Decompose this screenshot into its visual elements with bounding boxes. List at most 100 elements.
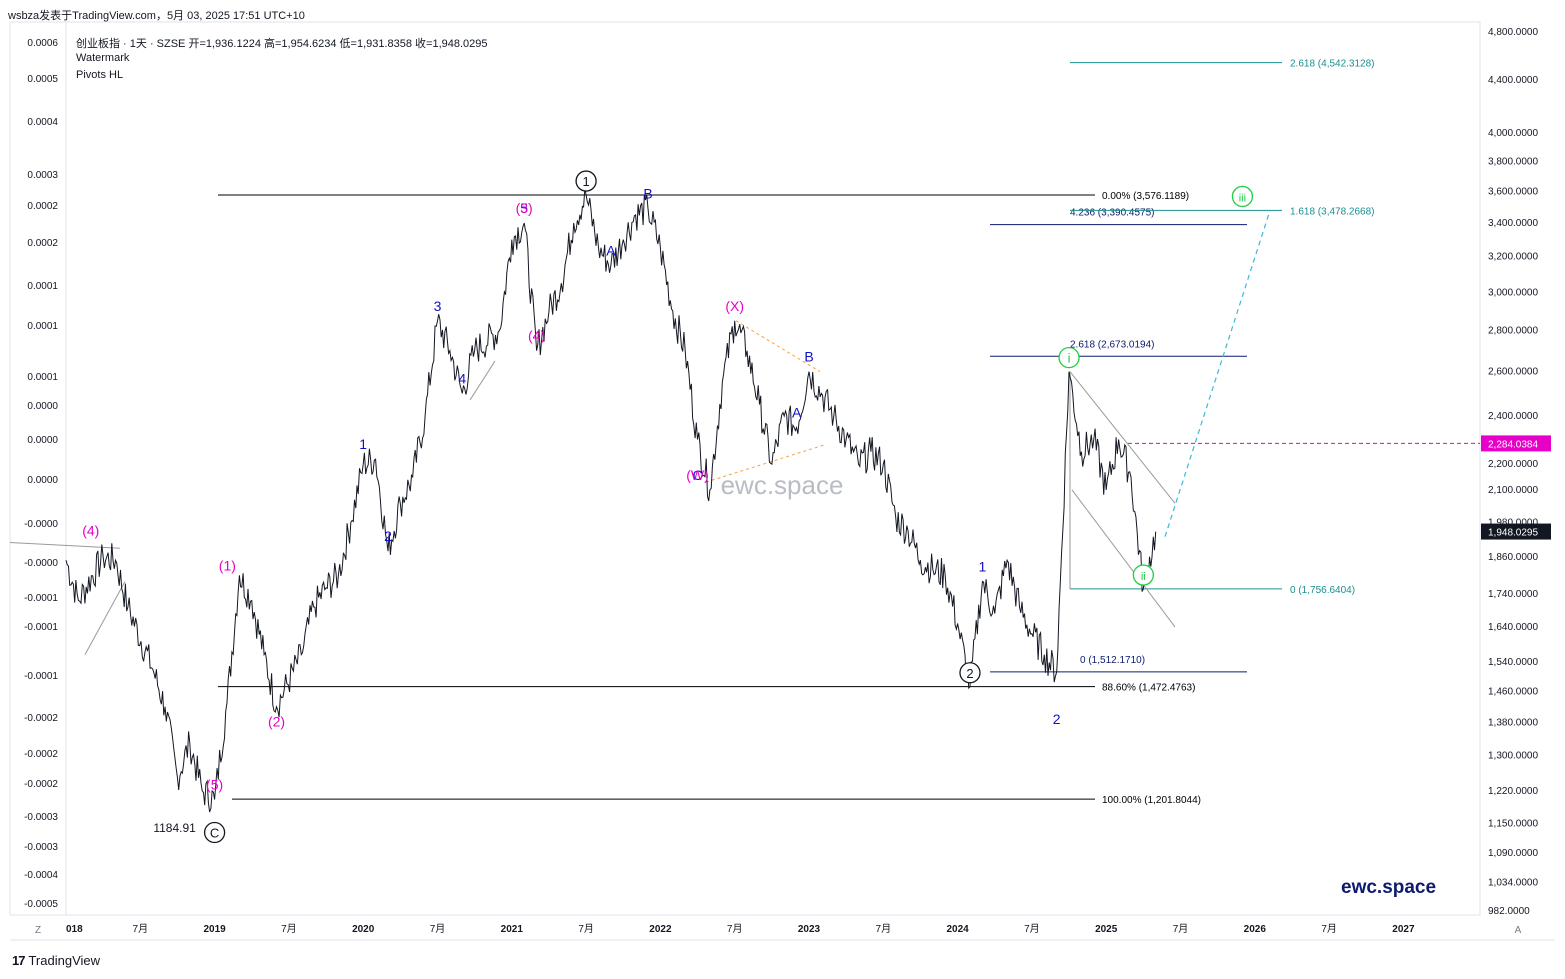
wave-label-11: (3)	[516, 200, 533, 216]
time-axis-tick-12: 2024	[946, 924, 969, 935]
level-badge[interactable]	[1481, 435, 1551, 452]
right-axis-tick-6: 3,200.0000	[1488, 252, 1538, 263]
right-axis-tick-5: 3,400.0000	[1488, 218, 1538, 229]
indicator-watermark[interactable]: Watermark	[76, 52, 130, 64]
wave-label-26: 2	[1053, 711, 1061, 727]
left-axis-tick-23: -0.0005	[24, 899, 58, 910]
right-axis-tick-21: 1,220.0000	[1488, 786, 1538, 797]
wave-label-3: C	[210, 825, 219, 840]
right-axis-tick-16: 1,640.0000	[1488, 622, 1538, 633]
time-axis-tick-8: 2022	[649, 924, 672, 935]
plot-area[interactable]	[9, 21, 1481, 916]
wave-label-0: 1184.91	[153, 821, 196, 835]
tradingview-logo-icon: 17	[12, 953, 26, 968]
right-axis-tick-15: 1,740.0000	[1488, 589, 1538, 600]
right-axis-tick-8: 2,800.0000	[1488, 326, 1538, 337]
time-axis-tick-4: 2020	[352, 924, 375, 935]
right-axis-tick-24: 1,034.0000	[1488, 877, 1538, 888]
wave-label-16: B	[643, 186, 652, 202]
left-axis-tick-5: 0.0002	[27, 238, 58, 249]
right-axis-tick-14: 1,860.0000	[1488, 552, 1538, 563]
time-axis-tick-14: 2025	[1095, 924, 1118, 935]
wave-label-27: i	[1068, 351, 1071, 366]
left-axis-tick-15: -0.0001	[24, 622, 58, 633]
fib-level-label-1: 100.00% (1,201.8044)	[1102, 795, 1201, 806]
price-series	[65, 187, 1157, 813]
wave-label-19: (X)	[725, 298, 744, 314]
wave-label-9: 4	[458, 370, 466, 386]
wave-label-8: 3	[434, 298, 442, 314]
level-badge-label: 2,284.0384	[1488, 439, 1538, 450]
wave-label-10: 5	[520, 200, 528, 216]
time-axis-tick-2: 2019	[203, 924, 226, 935]
channel-lower-line	[1071, 489, 1176, 628]
wave-label-6: 1	[359, 436, 367, 452]
time-axis-tick-16: 2026	[1244, 924, 1267, 935]
price-markers: 1,948.0295 2,284.0384	[1481, 435, 1551, 540]
left-axis-tick-3: 0.0003	[27, 170, 58, 181]
triangle-upper-line	[735, 320, 821, 373]
right-axis-tick-25: 982.0000	[1488, 906, 1530, 917]
time-axis-tick-11: 7月	[876, 923, 892, 935]
right-axis-tick-22: 1,150.0000	[1488, 819, 1538, 830]
time-axis-tick-6: 2021	[501, 924, 524, 935]
time-axis-tick-7: 7月	[578, 923, 594, 935]
wave-label-circle-29	[1231, 185, 1254, 208]
wave-label-15: A	[606, 242, 616, 258]
right-axis-tick-20: 1,300.0000	[1488, 751, 1538, 762]
time-axis: 018 7月 2019 7月 2020 7月 2021 7月 2022 7月 2023 7月 2024 7…	[66, 923, 1415, 935]
wave-4-line	[469, 360, 496, 401]
indicator-pivots[interactable]: Pivots HL	[76, 69, 124, 81]
left-axis-tick-16: -0.0001	[24, 671, 58, 682]
site-watermark: ewc.space	[1341, 877, 1437, 898]
wave-label-1: (4)	[82, 522, 99, 538]
right-axis-tick-17: 1,540.0000	[1488, 657, 1538, 668]
right-axis-tick-13: 1,980.0000	[1488, 518, 1538, 529]
wave-label-circle-27	[1058, 346, 1080, 369]
fib-level-label-3: 4.236 (3,390.4575)	[1070, 208, 1155, 219]
wave-label-22: 1	[978, 559, 986, 575]
wave-label-4: (1)	[219, 557, 236, 573]
wave-label-28: ii	[1141, 571, 1146, 583]
wave-labels: 1184.91(4)(5)C(1)(2)12345(3)(4)(5)1ABC(W…	[82, 170, 1254, 844]
right-axis-tick-19: 1,380.0000	[1488, 718, 1538, 729]
triangle-lower-line	[705, 443, 827, 483]
early-channel-line	[84, 581, 126, 655]
log-scale-left-button[interactable]: Z	[34, 925, 42, 936]
left-axis-tick-18: -0.0002	[24, 749, 58, 760]
left-axis-tick-21: -0.0003	[24, 842, 58, 853]
left-axis-tick-17: -0.0002	[24, 713, 58, 724]
auto-scale-button[interactable]: A	[1514, 925, 1522, 936]
left-axis-tick-9: 0.0000	[27, 401, 58, 412]
publish-caption: wsbza发表于TradingView.com，5月 03, 2025 17:5…	[8, 10, 305, 22]
tradingview-logo[interactable]: 17 TradingView	[12, 953, 100, 968]
right-axis-tick-7: 3,000.0000	[1488, 287, 1538, 298]
fib-level-label-7: 1.618 (3,478.2668)	[1290, 206, 1375, 217]
right-axis-tick-3: 3,800.0000	[1488, 156, 1538, 167]
left-axis-tick-2: 0.0004	[27, 117, 58, 128]
tradingview-brand: TradingView	[28, 953, 101, 968]
left-axis-tick-4: 0.0002	[27, 201, 58, 212]
center-watermark: ewc.space	[721, 470, 844, 500]
time-axis-tick-1: 7月	[133, 923, 149, 935]
left-axis: 0.0006 0.0005 0.0004 0.0003 0.0002 0.0002 0.00…	[24, 38, 58, 910]
time-axis-tick-3: 7月	[281, 923, 297, 935]
right-axis-tick-4: 3,600.0000	[1488, 186, 1538, 197]
fib-level-label-6: 2.618 (4,542.3128)	[1290, 59, 1375, 70]
right-axis-tick-18: 1,460.0000	[1488, 686, 1538, 697]
time-axis-tick-10: 2023	[798, 924, 821, 935]
fib-level-label-4: 2.618 (2,673.0194)	[1070, 339, 1155, 350]
fib-level-label-5: 0 (1,512.1710)	[1080, 655, 1145, 666]
time-axis-tick-0: 018	[66, 924, 83, 935]
wave-label-18: (W)	[686, 467, 709, 483]
time-axis-tick-15: 7月	[1173, 923, 1189, 935]
left-axis-tick-19: -0.0002	[24, 779, 58, 790]
last-price-badge[interactable]	[1481, 523, 1551, 540]
symbol-legend[interactable]: 创业板指 · 1天 · SZSE 开=1,936.1224 高=1,954.62…	[76, 38, 488, 50]
left-axis-tick-13: -0.0000	[24, 558, 58, 569]
wave-label-20: A	[792, 405, 802, 421]
projection-arrow-line	[1164, 210, 1271, 537]
left-axis-tick-0: 0.0006	[27, 38, 58, 49]
fib-levels: 0.00% (3,576.1189) 100.00% (1,201.8044) 88…	[218, 59, 1480, 806]
